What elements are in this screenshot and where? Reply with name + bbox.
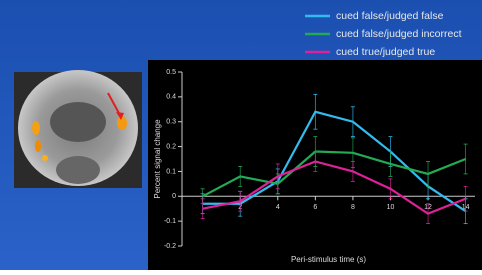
y-tick-label: 0.5 [166,69,176,76]
legend-label: cued false/judged incorrect [336,28,462,40]
x-axis-label: Peri-stimulus time (s) [291,255,366,264]
y-tick-label: 0.3 [166,119,176,126]
x-tick-label: 10 [387,204,395,211]
y-tick-label: 0.2 [166,143,176,150]
y-axis-label: Percent signal change [153,119,162,199]
brain-image [14,70,142,188]
x-tick-label: 4 [276,204,280,211]
y-tick-label: 0.4 [166,94,176,101]
y-tick-label: -0.1 [164,218,176,225]
x-tick-label: 6 [313,204,317,211]
y-tick-label: 0.1 [166,168,176,175]
legend-label: cued true/judged true [336,46,435,58]
slide: -0.2-0.100.10.20.30.40.52468101214Peri-s… [0,0,482,270]
y-tick-label: 0 [172,193,176,200]
legend-label: cued false/judged false [336,10,444,22]
x-tick-label: 8 [351,204,355,211]
y-tick-label: -0.2 [164,243,176,250]
